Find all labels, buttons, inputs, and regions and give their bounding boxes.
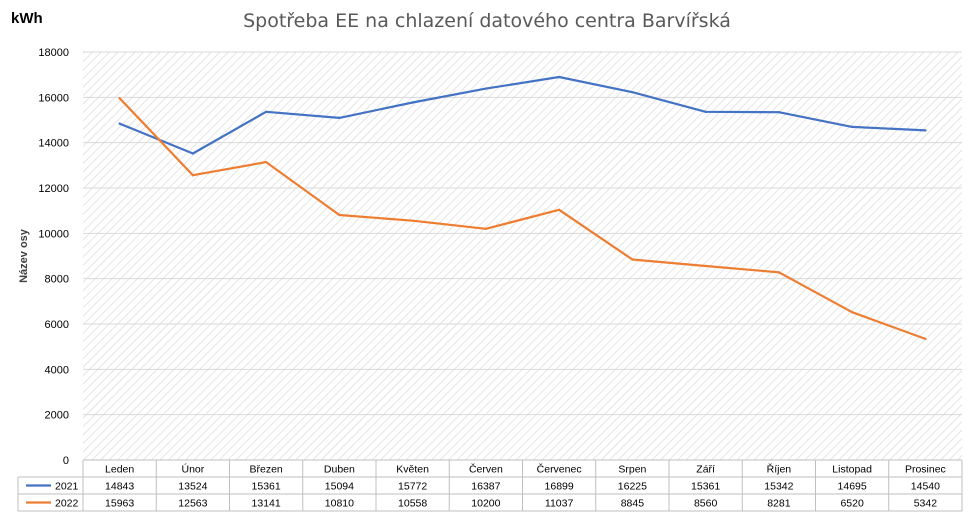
data-cell: 15361 [252,481,281,493]
data-cell: 10200 [471,498,500,510]
data-cell: 10558 [398,498,427,510]
y-axis-title: Název osy [18,228,30,283]
x-tick-label: Leden [105,464,134,476]
data-cell: 8281 [767,498,791,510]
data-point [631,91,634,94]
unit-label: kWh [11,10,43,27]
data-cell: 5342 [914,498,938,510]
y-tick-label: 8000 [45,274,69,286]
data-cell: 16225 [618,481,647,493]
y-tick-label: 4000 [45,364,69,376]
data-cell: 15342 [764,481,793,493]
data-cell: 15963 [105,498,134,510]
data-cell: 15094 [325,481,354,493]
data-point [411,101,414,104]
x-tick-label: Duben [324,464,355,476]
data-cell: 16899 [545,481,574,493]
data-point [118,96,121,100]
data-point [704,110,707,114]
data-cell: 15772 [398,481,427,493]
x-tick-label: Březen [249,464,282,476]
x-tick-label: Únor [181,463,204,476]
data-point [411,219,414,222]
y-tick-label: 12000 [38,183,69,195]
y-tick-label: 14000 [38,138,69,150]
data-cell: 14540 [911,481,940,493]
series-line-2022 [118,97,926,340]
data-point [484,87,488,90]
data-point [850,311,854,314]
y-tick-label: 18000 [38,47,69,59]
data-point [338,213,341,217]
data-point [557,208,561,212]
data-point [264,110,268,114]
x-tick-label: Září [696,464,715,476]
data-point [777,111,781,114]
x-tick-label: Říjen [767,463,792,476]
data-cell: 13524 [178,481,207,493]
legend-label-2022: 2022 [55,498,79,510]
data-cell: 12563 [178,498,207,510]
data-cell: 8845 [621,498,645,510]
chart-title: Spotřeba EE na chlazení datového centra … [243,10,731,32]
data-cell: 13141 [252,498,281,510]
y-tick-label: 2000 [45,410,69,422]
series-line-2021 [119,75,926,155]
data-point [191,152,195,155]
data-point [338,116,341,120]
data-point [924,129,927,132]
data-cell: 16387 [471,481,500,493]
data-point [557,75,561,79]
data-cell: 8560 [694,498,718,510]
data-cell: 6520 [840,498,864,510]
data-cell: 15361 [691,481,720,493]
data-point [264,160,268,164]
x-tick-label: Květen [396,464,429,476]
x-tick-label: Srpen [618,464,646,476]
y-tick-label: 16000 [38,92,69,104]
y-tick-label: 6000 [45,319,69,331]
data-point [924,337,927,341]
x-tick-label: Červen [469,463,503,476]
data-cell: 14695 [838,481,867,493]
data-point [777,271,781,274]
x-tick-label: Listopad [832,464,872,476]
data-point [191,174,195,177]
y-tick-label: 10000 [38,228,69,240]
x-tick-label: Červenec [537,463,582,476]
legend-label-2021: 2021 [55,481,79,493]
x-tick-label: Prosinec [905,464,946,476]
data-point [118,122,121,125]
data-cell: 14843 [105,481,134,493]
plot-area [83,52,962,460]
data-cell: 11037 [545,498,574,510]
data-point [704,264,707,268]
data-point [850,125,854,129]
data-point [631,258,634,261]
data-cell: 10810 [325,498,354,510]
y-tick-label: 0 [63,455,69,467]
data-point [484,227,488,230]
